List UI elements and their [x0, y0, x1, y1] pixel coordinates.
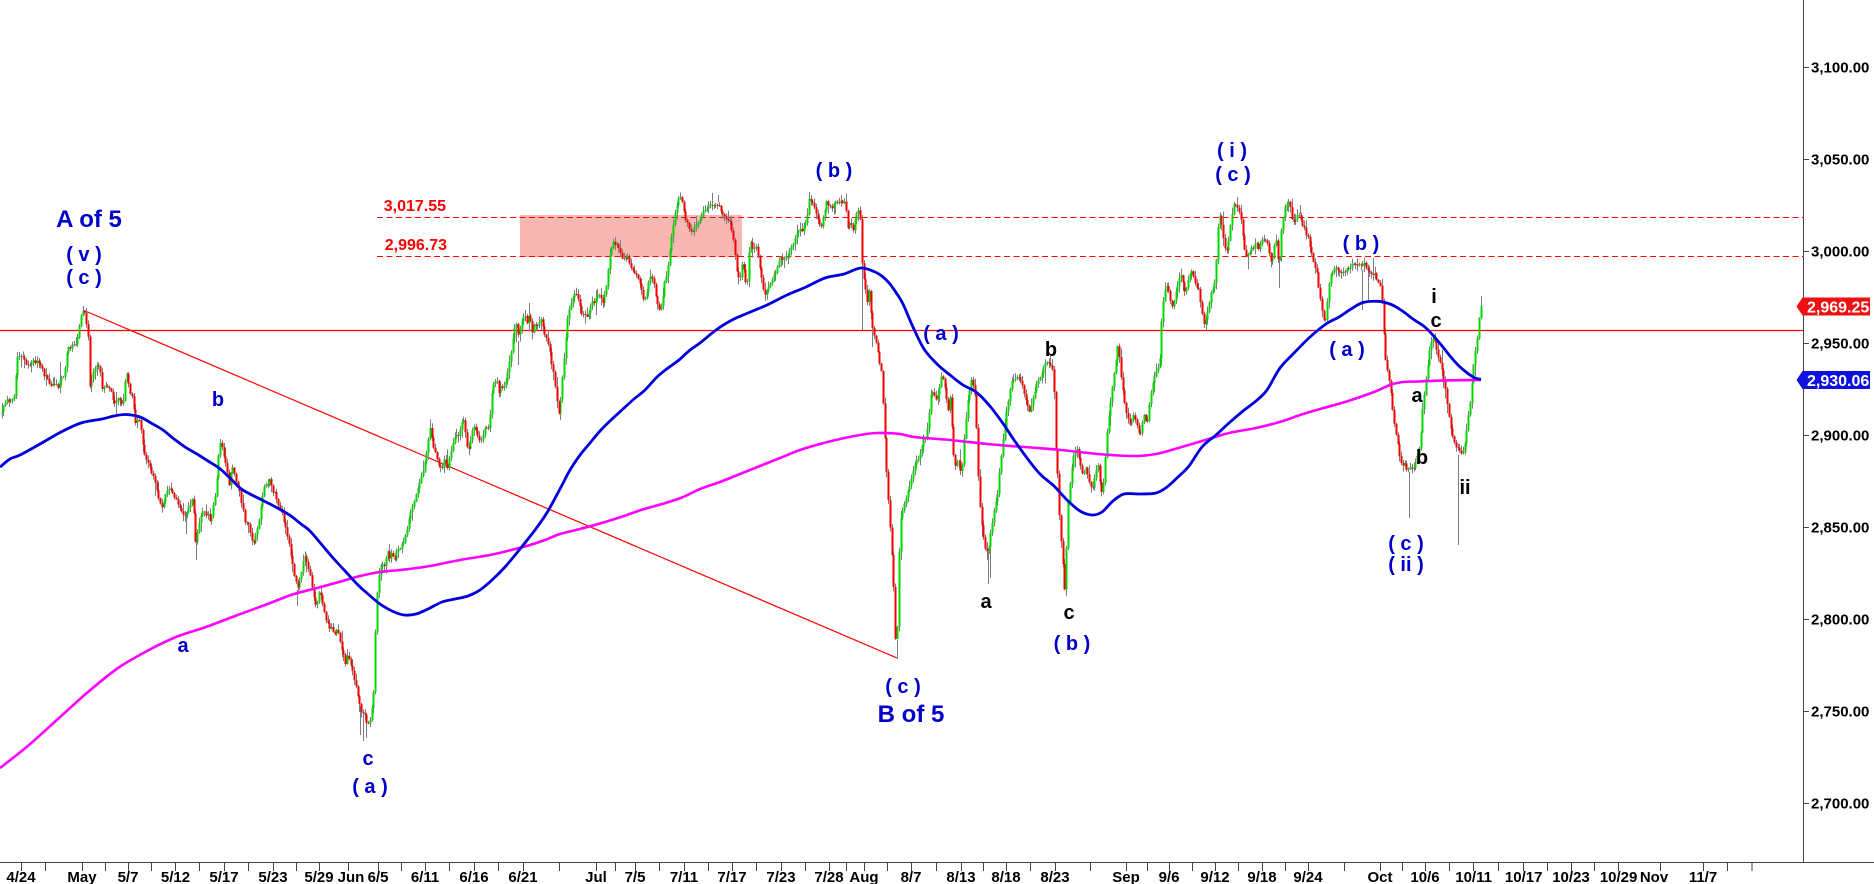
svg-text:6/5: 6/5 [368, 869, 389, 884]
svg-text:11/7: 11/7 [1689, 869, 1717, 884]
svg-text:5/29: 5/29 [304, 869, 333, 884]
svg-text:( c ): ( c ) [1215, 164, 1251, 186]
svg-text:B of 5: B of 5 [878, 701, 945, 728]
svg-text:Jun: Jun [338, 869, 365, 884]
svg-text:8/13: 8/13 [946, 869, 975, 884]
svg-text:2,800.00: 2,800.00 [1811, 612, 1869, 629]
svg-text:c: c [362, 748, 373, 770]
svg-text:2,900.00: 2,900.00 [1811, 428, 1869, 445]
svg-text:9/6: 9/6 [1159, 869, 1180, 884]
svg-text:6/21: 6/21 [508, 869, 537, 884]
svg-text:( a ): ( a ) [1329, 339, 1365, 361]
svg-text:2,996.73: 2,996.73 [385, 237, 447, 254]
svg-text:ii: ii [1459, 477, 1470, 499]
svg-text:7/28: 7/28 [814, 869, 843, 884]
svg-text:Nov: Nov [1640, 869, 1669, 884]
svg-text:( c ): ( c ) [66, 267, 102, 289]
svg-text:5/23: 5/23 [258, 869, 287, 884]
svg-text:c: c [1063, 602, 1074, 624]
svg-text:8/7: 8/7 [901, 869, 922, 884]
svg-text:b: b [212, 389, 224, 411]
svg-text:5/12: 5/12 [161, 869, 190, 884]
svg-text:b: b [1045, 339, 1057, 361]
svg-text:a: a [980, 591, 992, 613]
svg-text:7/23: 7/23 [766, 869, 795, 884]
svg-text:6/16: 6/16 [459, 869, 488, 884]
svg-text:7/11: 7/11 [670, 869, 698, 884]
svg-text:4/24: 4/24 [6, 869, 36, 884]
svg-text:9/12: 9/12 [1200, 869, 1229, 884]
svg-text:( ii ): ( ii ) [1388, 554, 1424, 576]
svg-text:3,050.00: 3,050.00 [1811, 152, 1869, 169]
svg-text:5/17: 5/17 [209, 869, 238, 884]
svg-text:6/11: 6/11 [411, 869, 439, 884]
svg-text:9/18: 9/18 [1247, 869, 1276, 884]
svg-text:10/17: 10/17 [1505, 869, 1543, 884]
svg-text:2,969.25: 2,969.25 [1807, 300, 1869, 317]
svg-text:2,930.06: 2,930.06 [1807, 373, 1869, 390]
svg-text:( c ): ( c ) [885, 676, 921, 698]
svg-text:3,017.55: 3,017.55 [384, 198, 446, 215]
svg-text:2,950.00: 2,950.00 [1811, 336, 1869, 353]
svg-text:( b ): ( b ) [1054, 633, 1091, 655]
svg-text:c: c [1430, 310, 1441, 332]
svg-text:Sep: Sep [1112, 869, 1140, 884]
svg-text:a: a [1411, 385, 1423, 407]
svg-text:A of 5: A of 5 [56, 206, 122, 233]
svg-text:( c ): ( c ) [1388, 533, 1424, 555]
svg-text:3,000.00: 3,000.00 [1811, 244, 1869, 261]
svg-text:Oct: Oct [1367, 869, 1392, 884]
svg-text:8/18: 8/18 [991, 869, 1020, 884]
svg-text:( b ): ( b ) [1343, 233, 1380, 255]
svg-text:2,700.00: 2,700.00 [1811, 796, 1869, 813]
svg-text:10/23: 10/23 [1552, 869, 1590, 884]
svg-text:2,750.00: 2,750.00 [1811, 704, 1869, 721]
svg-text:9/24: 9/24 [1293, 869, 1323, 884]
svg-text:May: May [67, 869, 97, 884]
svg-text:a: a [177, 635, 189, 657]
svg-text:( a ): ( a ) [352, 776, 388, 798]
svg-text:10/11: 10/11 [1455, 869, 1492, 884]
svg-text:( v ): ( v ) [66, 244, 102, 266]
svg-text:7/17: 7/17 [717, 869, 746, 884]
svg-text:( b ): ( b ) [816, 160, 853, 182]
svg-text:10/29: 10/29 [1600, 869, 1638, 884]
svg-text:5/7: 5/7 [118, 869, 139, 884]
svg-text:Aug: Aug [849, 869, 878, 884]
svg-text:( i ): ( i ) [1217, 140, 1247, 162]
svg-text:10/6: 10/6 [1410, 869, 1439, 884]
svg-text:Jul: Jul [585, 869, 607, 884]
svg-text:2,850.00: 2,850.00 [1811, 520, 1869, 537]
svg-text:( a ): ( a ) [923, 323, 959, 345]
svg-text:7/5: 7/5 [625, 869, 646, 884]
svg-text:i: i [1431, 286, 1437, 308]
svg-text:b: b [1416, 447, 1428, 469]
svg-text:3,100.00: 3,100.00 [1811, 60, 1869, 77]
svg-text:8/23: 8/23 [1040, 869, 1069, 884]
